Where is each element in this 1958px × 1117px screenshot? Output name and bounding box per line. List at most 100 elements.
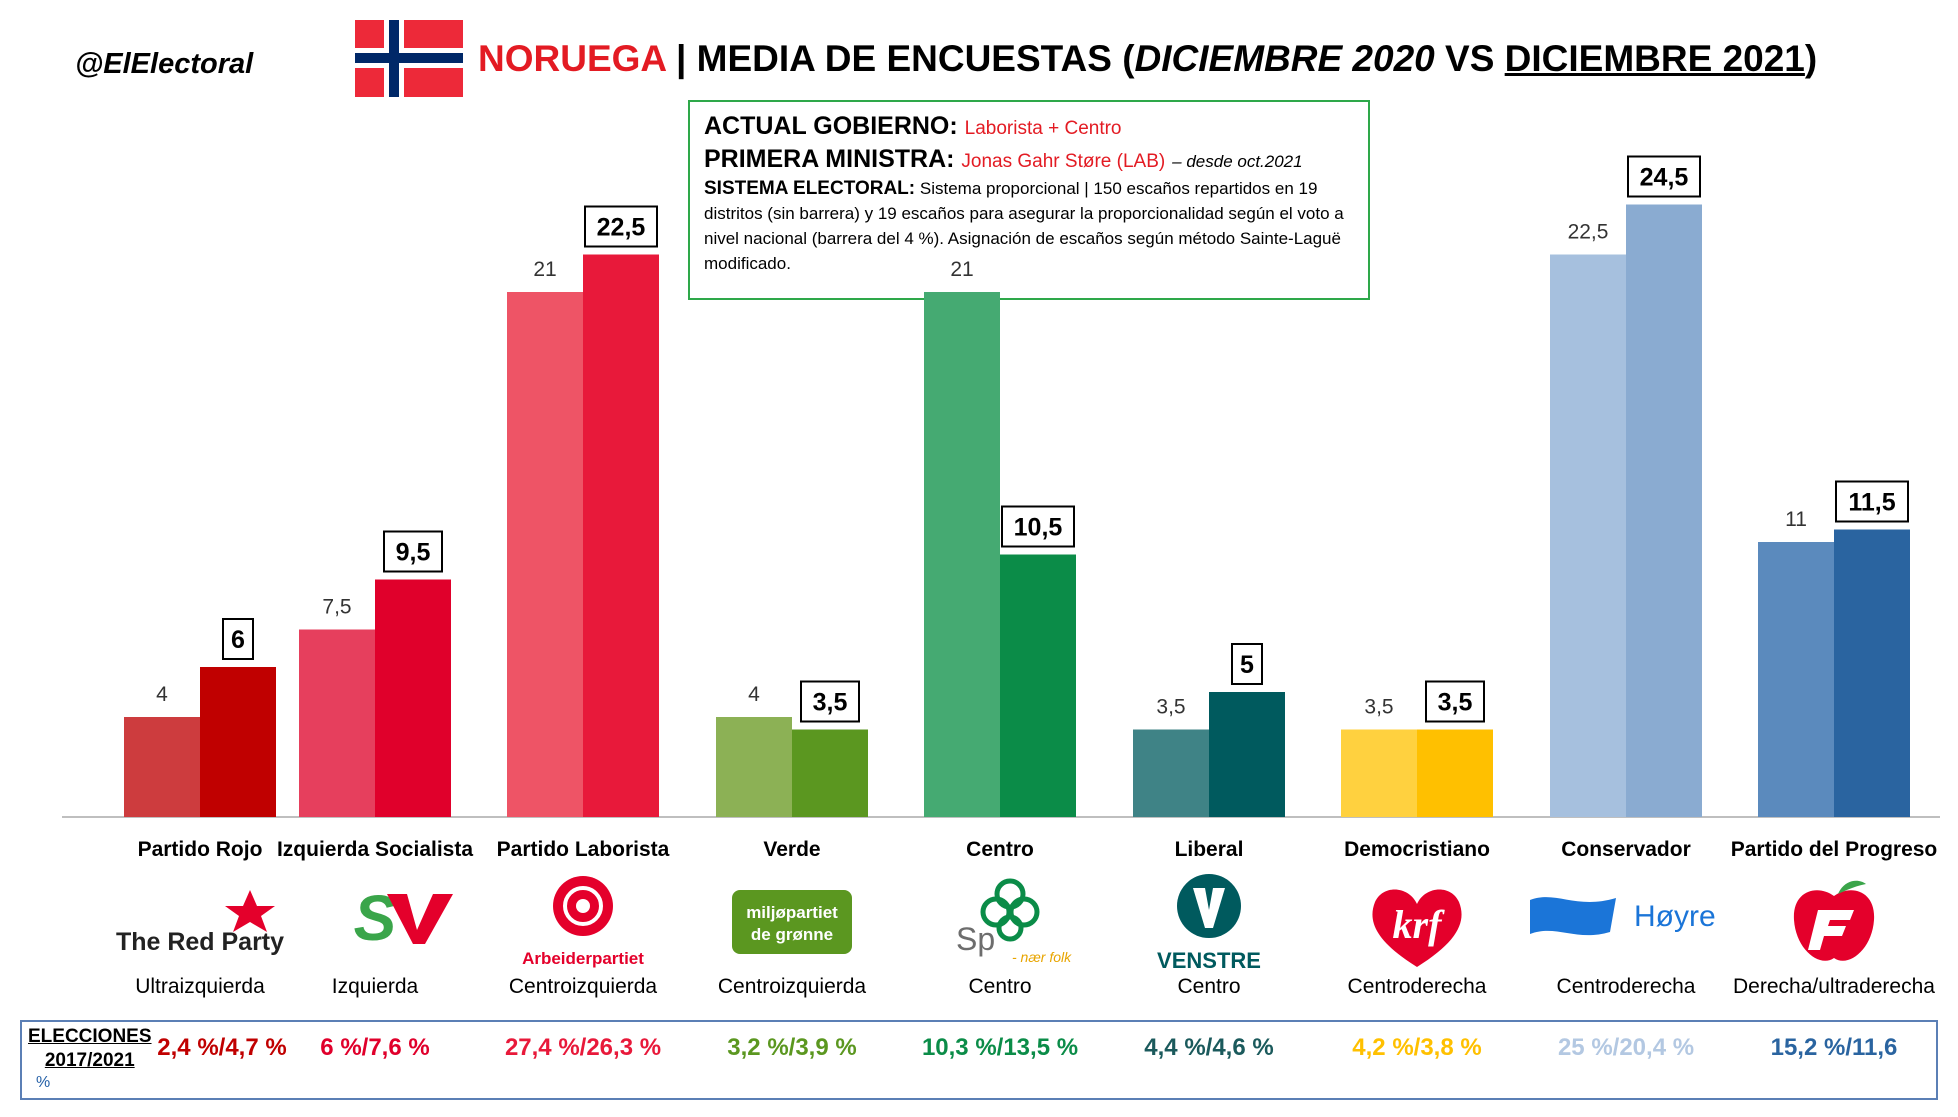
prime-minister-since: – desde oct.2021 [1172, 152, 1303, 171]
label-box-2021-liberal [1231, 643, 1263, 685]
elections-label: ELECCIONES 2017/2021 [28, 1025, 152, 1073]
category-liberal: Liberal [1174, 838, 1244, 861]
apple-icon [1734, 872, 1934, 972]
bar-2021-centro [1000, 554, 1076, 817]
category-izquierda-socialista: Izquierda Socialista [276, 838, 474, 861]
label-2020-izquierda-socialista: 7,5 [322, 596, 351, 619]
label-2021-democristiano: 3,5 [1438, 689, 1473, 717]
svg-text:The Red Party: The Red Party [116, 928, 284, 956]
government-label: ACTUAL GOBIERNO: [704, 112, 958, 140]
electoral-system-label: SISTEMA ELECTORAL: [704, 178, 916, 199]
elections-box [20, 1020, 1938, 1100]
label-box-2021-centro [1001, 505, 1075, 548]
bar-2021-conservador [1626, 204, 1702, 817]
electoral-system: SISTEMA ELECTORAL: Sistema proporcional … [704, 176, 1354, 276]
ideology-liberal: Centro [1177, 975, 1241, 998]
ideology-centro: Centro [968, 975, 1032, 998]
svg-text:miljøpartiet: miljøpartiet [746, 903, 838, 922]
bar-2021-partido-del-progreso [1834, 529, 1910, 817]
label-2021-partido-del-progreso: 11,5 [1848, 489, 1895, 517]
label-2021-liberal: 5 [1240, 651, 1254, 679]
election-result-partido-del-progreso: 15,2 %/11,6 [1770, 1034, 1898, 1061]
label-2021-conservador: 24,5 [1640, 164, 1689, 192]
label-2021-partido-rojo: 6 [231, 626, 245, 654]
label-box-2021-democristiano [1425, 680, 1485, 723]
bar-2020-izquierda-socialista [299, 629, 375, 817]
svg-text:Arbeiderpartiet: Arbeiderpartiet [522, 949, 644, 968]
bar-2021-izquierda-socialista [375, 579, 451, 817]
label-2020-conservador: 22,5 [1568, 221, 1609, 244]
prime-minister-value: Jonas Gahr Støre (LAB) [961, 151, 1166, 172]
bar-chart: 4 6 7,5 9,5 21 22,5 4 3,5 21 10,5 3,5 5 3,5 3,5 22,5 24… [62, 155, 1940, 818]
election-result-izquierda-socialista: 6 %/7,6 % [320, 1034, 430, 1061]
label-box-2021-partido-del-progreso [1835, 480, 1909, 523]
label-box-2021-verde [800, 680, 860, 723]
info-box: ACTUAL GOBIERNO: Laborista + Centro PRIM… [688, 100, 1370, 300]
label-2021-partido-laborista: 22,5 [597, 214, 646, 242]
label-box-2021-partido-laborista [584, 205, 658, 248]
ideology-partido-del-progreso: Derecha/ultraderecha [1733, 975, 1935, 998]
bar-2020-partido-laborista [507, 292, 583, 817]
title-separator: | MEDIA DE ENCUESTAS ( [665, 38, 1135, 79]
sv-logo-icon: SSV [275, 872, 475, 972]
label-2020-democristiano: 3,5 [1364, 696, 1393, 719]
election-result-partido-rojo: 2,4 %/4,7 % [157, 1034, 287, 1061]
title-date-2020: DICIEMBRE 2020 [1134, 38, 1435, 79]
prime-minister-line: PRIMERA MINISTRA: Jonas Gahr Støre (LAB)… [704, 145, 1354, 174]
bar-2021-democristiano [1417, 729, 1493, 817]
elections-percent-sign: % [36, 1074, 51, 1091]
category-partido-laborista: Partido Laborista [496, 838, 670, 861]
elections-label-line2: 2017/2021 [44, 1050, 135, 1071]
bar-2020-conservador [1550, 254, 1626, 817]
svg-text:VENSTRE: VENSTRE [1157, 948, 1261, 972]
bar-2021-verde [792, 729, 868, 817]
bar-2020-partido-del-progreso [1758, 542, 1834, 817]
label-2020-liberal: 3,5 [1156, 696, 1185, 719]
label-box-2021-izquierda-socialista [383, 530, 443, 573]
label-2020-partido-del-progreso: 11 [1785, 508, 1807, 531]
norway-flag-icon [355, 20, 463, 97]
election-result-partido-laborista: 27,4 %/26,3 % [504, 1034, 662, 1061]
title-close: ) [1804, 38, 1818, 79]
electoral-system-text: Sistema proporcional | 150 escaños repar… [704, 179, 1344, 273]
label-box-2021-conservador [1627, 155, 1701, 198]
label-2020-centro: 21 [950, 258, 973, 281]
category-partido-del-progreso: Partido del Progreso [1730, 838, 1938, 861]
author-handle: @ElElectoral [75, 48, 254, 80]
ideology-izquierda-socialista: Izquierda [331, 975, 419, 998]
prime-minister-label: PRIMERA MINISTRA: [704, 145, 955, 173]
bar-2020-partido-rojo [124, 717, 200, 817]
bar-2020-centro [924, 292, 1000, 817]
svg-text:- nær folk: - nær folk [1012, 949, 1072, 965]
title-vs: VS [1434, 38, 1505, 79]
category-partido-rojo: Partido Rojo [137, 838, 263, 861]
svg-text:S: S [354, 882, 397, 954]
election-result-conservador: 25 %/20,4 % [1557, 1034, 1695, 1061]
label-2020-verde: 4 [748, 683, 760, 706]
election-result-liberal: 4,4 %/4,6 % [1144, 1034, 1274, 1061]
label-2020-partido-laborista: 21 [533, 258, 556, 281]
flag-wave-icon: Høyre [1526, 872, 1726, 972]
mdg-logo-icon: miljøpartiet de grønne [692, 872, 892, 972]
bar-2021-liberal [1209, 692, 1285, 817]
label-2021-centro: 10,5 [1014, 514, 1063, 542]
elections-label-line1: ELECCIONES [28, 1026, 152, 1047]
label-2021-izquierda-socialista: 9,5 [396, 539, 431, 567]
venstre-v-icon: VENSTRE [1109, 872, 1309, 973]
ideology-democristiano: Centroderecha [1347, 975, 1487, 998]
bar-2020-liberal [1133, 729, 1209, 817]
label-2020-partido-rojo: 4 [156, 683, 168, 706]
title-country: NORUEGA [478, 38, 666, 79]
rose-icon: Arbeiderpartiet [483, 872, 683, 972]
svg-text:de grønne: de grønne [751, 925, 833, 944]
ideology-verde: Centroizquierda [717, 975, 867, 998]
ideology-partido-laborista: Centroizquierda [508, 975, 658, 998]
category-conservador: Conservador [1561, 838, 1691, 861]
clover-icon: Sp - nær folk [900, 872, 1100, 972]
government-value: Laborista + Centro [964, 118, 1122, 139]
election-result-verde: 3,2 %/3,9 % [727, 1034, 857, 1061]
category-verde: Verde [763, 838, 821, 861]
government-line: ACTUAL GOBIERNO: Laborista + Centro [704, 112, 1354, 141]
bar-2021-partido-rojo [200, 667, 276, 817]
heart-icon: krf [1317, 872, 1517, 972]
